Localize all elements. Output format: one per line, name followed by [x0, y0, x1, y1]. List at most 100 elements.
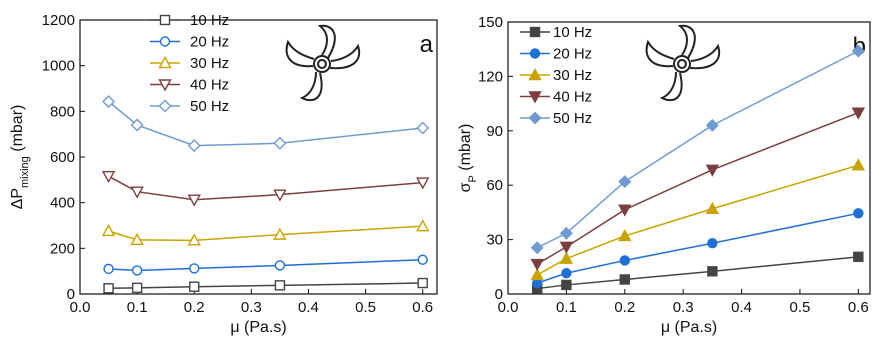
- series-line: [108, 259, 423, 272]
- x-tick-label: 0.1: [127, 299, 148, 316]
- plot-frame: [507, 21, 871, 295]
- y-axis-label-part: ΔP: [9, 188, 26, 209]
- marker: [619, 255, 630, 266]
- marker: [530, 241, 544, 255]
- legend-marker: [528, 91, 542, 104]
- y-axis-label-part: (mbar): [9, 105, 26, 157]
- marker: [618, 175, 632, 189]
- legend-marker: [158, 79, 172, 92]
- marker: [274, 260, 286, 271]
- fan-icon: [645, 24, 721, 102]
- marker: [101, 170, 116, 184]
- x-tick-label: 0.0: [70, 299, 91, 316]
- y-tick-label: 30: [486, 232, 503, 249]
- y-tick-label: 800: [50, 103, 75, 120]
- legend-label: 50 Hz: [553, 110, 592, 127]
- y-tick-label: 600: [50, 149, 75, 166]
- marker: [705, 201, 720, 214]
- marker: [273, 136, 287, 150]
- marker: [187, 139, 201, 153]
- marker: [559, 241, 574, 254]
- marker: [561, 267, 572, 279]
- marker: [851, 107, 866, 120]
- y-tick-label: 200: [50, 240, 75, 257]
- legend-label: 20 Hz: [190, 34, 229, 51]
- marker: [707, 238, 718, 249]
- marker: [416, 219, 430, 232]
- y-tick-label: 90: [486, 123, 503, 140]
- marker: [187, 233, 201, 246]
- legend-marker: [529, 48, 541, 59]
- marker: [189, 281, 200, 292]
- legend-label: 30 Hz: [190, 55, 229, 72]
- marker: [417, 254, 428, 265]
- marker: [853, 251, 864, 263]
- legend-label: 10 Hz: [553, 24, 592, 41]
- y-tick-label: 1000: [42, 58, 75, 75]
- marker: [618, 229, 632, 242]
- y-tick-label: 0: [67, 286, 75, 303]
- legend-label: 50 Hz: [190, 98, 229, 115]
- marker: [130, 186, 144, 199]
- fan-icon: [285, 24, 361, 102]
- y-tick-label: 60: [486, 177, 503, 194]
- marker: [707, 266, 718, 277]
- marker: [417, 277, 428, 289]
- marker: [705, 164, 720, 177]
- marker: [273, 189, 287, 202]
- x-axis-label: μ (Pa.s): [230, 319, 286, 336]
- legend-marker: [528, 111, 542, 125]
- marker: [619, 274, 630, 285]
- marker: [102, 95, 116, 109]
- series-line: [108, 282, 423, 290]
- y-tick-label: 0: [495, 286, 503, 303]
- x-tick-label: 0.2: [614, 299, 635, 316]
- marker: [189, 263, 200, 274]
- marker: [130, 232, 144, 246]
- x-tick-label: 0.2: [184, 299, 205, 316]
- marker: [131, 282, 143, 294]
- marker: [273, 227, 287, 240]
- x-tick-label: 0.4: [731, 299, 752, 316]
- x-tick-label: 0.6: [848, 299, 869, 316]
- legend-label: 30 Hz: [553, 67, 592, 84]
- marker: [101, 224, 116, 237]
- x-tick-label: 0.1: [556, 299, 577, 316]
- series-line: [537, 256, 859, 290]
- y-axis-label-part: σ: [457, 182, 474, 192]
- marker: [851, 158, 866, 171]
- series-line: [108, 225, 423, 242]
- legend-label: 20 Hz: [553, 46, 592, 63]
- panel-label: a: [420, 31, 434, 58]
- marker: [416, 121, 430, 135]
- marker: [274, 280, 286, 291]
- series-line: [108, 100, 423, 147]
- legend-marker: [158, 99, 172, 113]
- marker: [130, 118, 144, 132]
- marker: [416, 177, 430, 190]
- x-tick-label: 0.6: [412, 299, 433, 316]
- legend-marker: [528, 68, 542, 81]
- legend-label: 40 Hz: [190, 77, 229, 94]
- marker: [103, 283, 114, 294]
- y-axis-label-part: mixing: [19, 156, 31, 188]
- y-tick-label: 150: [478, 14, 503, 31]
- legend-marker: [159, 36, 171, 47]
- legend-marker: [529, 26, 541, 38]
- marker: [131, 265, 143, 276]
- legend-marker: [158, 56, 172, 69]
- legend-label: 40 Hz: [553, 89, 592, 106]
- marker: [853, 208, 864, 219]
- y-tick-label: 120: [478, 68, 503, 85]
- marker: [851, 44, 865, 58]
- x-tick-label: 0.0: [498, 299, 519, 316]
- marker: [705, 118, 719, 132]
- y-tick-label: 400: [50, 195, 75, 212]
- x-tick-label: 0.5: [355, 299, 376, 316]
- y-axis-label-part: P: [467, 175, 479, 182]
- series-line: [108, 175, 423, 201]
- marker: [187, 194, 201, 207]
- y-tick-label: 1200: [42, 12, 75, 29]
